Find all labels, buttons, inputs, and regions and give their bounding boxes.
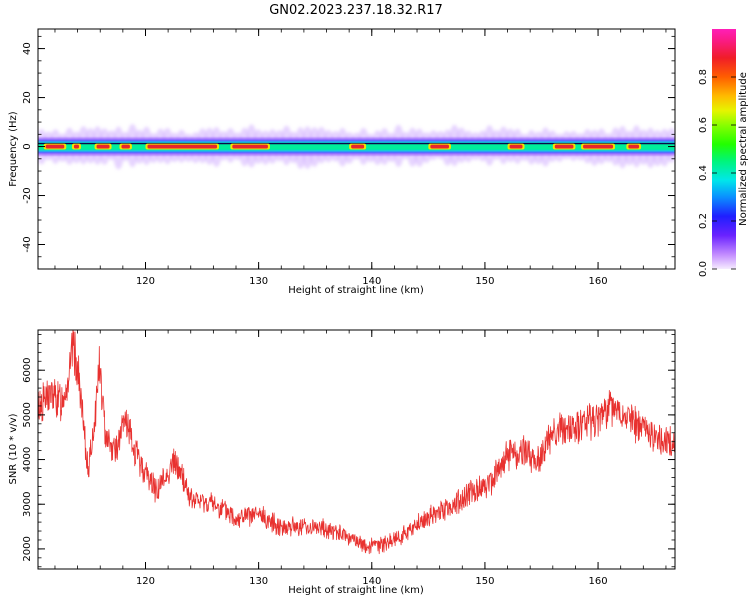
snr-frame — [37, 329, 676, 570]
band-peak — [232, 144, 268, 149]
spectrogram-ytick-label: 0 — [22, 143, 33, 149]
snr-ytick-label: 3000 — [22, 491, 33, 516]
snr-xtick-label: 130 — [249, 576, 268, 587]
snr-xtick-label: 120 — [136, 576, 155, 587]
band-peak — [73, 144, 79, 149]
band-peak — [583, 144, 614, 149]
colorbar-ticks: 0.0 0.2 0.4 0.6 0.8 — [698, 69, 736, 277]
band-peak — [147, 144, 218, 149]
spectrogram-xtick-label: 120 — [136, 276, 155, 287]
spectrogram-x-label: Height of straight line (km) — [288, 285, 424, 296]
snr-y-label: SNR (10 * v/v) — [8, 413, 19, 484]
spectrogram-ytick-label: 40 — [22, 42, 33, 55]
snr-xtick-label: 140 — [362, 576, 381, 587]
snr-series-line — [38, 330, 675, 555]
snr-xtick-label: 160 — [589, 576, 608, 587]
spectrogram-panel: 120 130 140 150 160 40 20 0 -20 -40 Height of str… — [8, 28, 676, 296]
spectrogram-frame — [37, 28, 676, 270]
spectral-band — [38, 123, 675, 170]
spectrogram-xtick-label: 130 — [249, 276, 268, 287]
colorbar-tick-label: 0.6 — [698, 117, 709, 133]
spectrogram-ytick-label: -40 — [22, 236, 33, 252]
colorbar-gradient — [712, 29, 736, 269]
colorbar-tick-label: 0.0 — [698, 261, 709, 277]
band-peak — [96, 144, 110, 149]
colorbar-tick-label: 0.4 — [698, 165, 709, 181]
spectrogram-ticks: 120 130 140 150 160 40 20 0 -20 -40 — [22, 29, 675, 287]
spectrogram-xtick-label: 140 — [362, 276, 381, 287]
snr-ytick-label: 5000 — [22, 402, 33, 427]
snr-xtick-label: 150 — [475, 576, 494, 587]
snr-panel: 120 130 140 150 160 2000 3000 4000 5000 6000 Heig… — [8, 329, 676, 596]
spectrogram-ytick-label: -20 — [22, 187, 33, 203]
band-peak — [430, 144, 449, 149]
colorbar-label: Normalized spectral amplitude — [738, 72, 749, 226]
band-peak — [554, 144, 574, 149]
snr-ytick-label: 6000 — [22, 357, 33, 382]
band-peak — [628, 144, 640, 149]
snr-ytick-label: 2000 — [22, 536, 33, 561]
spectrogram-xtick-label: 160 — [589, 276, 608, 287]
colorbar-tick-label: 0.2 — [698, 213, 709, 229]
band-peak — [509, 144, 523, 149]
spectrogram-xtick-label: 150 — [475, 276, 494, 287]
colorbar: 0.0 0.2 0.4 0.6 0.8 Normalized spectral ampl… — [698, 29, 749, 277]
band-peak — [121, 144, 130, 149]
band-peak — [45, 144, 65, 149]
band-peak — [351, 144, 365, 149]
snr-ytick-label: 4000 — [22, 447, 33, 472]
snr-x-label: Height of straight line (km) — [288, 585, 424, 596]
snr-ticks: 120 130 140 150 160 2000 3000 4000 5000 6000 — [22, 330, 675, 587]
figure-title: GN02.2023.237.18.32.R17 — [269, 3, 443, 18]
spectrogram-ytick-label: 20 — [22, 91, 33, 104]
colorbar-tick-label: 0.8 — [698, 69, 709, 85]
spectrogram-y-label: Frequency (Hz) — [8, 111, 19, 187]
